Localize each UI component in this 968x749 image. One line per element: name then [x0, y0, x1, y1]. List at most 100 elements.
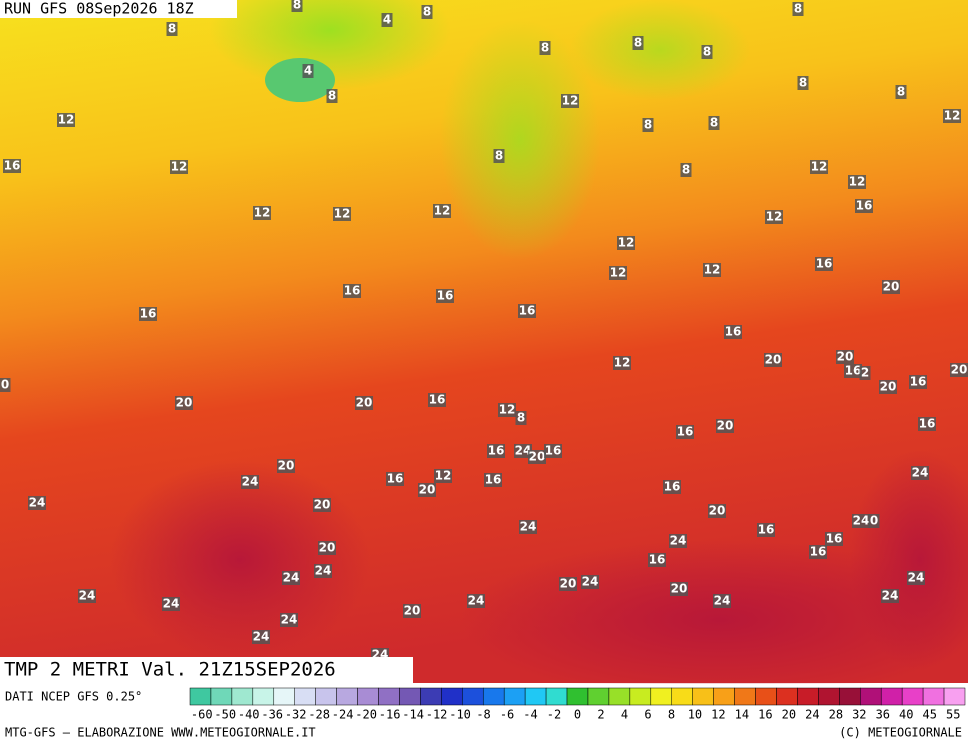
contour-label: 8 [328, 89, 336, 103]
contour-label: 24 [242, 475, 259, 489]
color-swatch [357, 687, 379, 706]
contour-label: 16 [810, 545, 827, 559]
label-box [764, 353, 782, 367]
color-swatch [818, 687, 840, 706]
contour-label: 20 [709, 504, 726, 518]
color-swatch [462, 687, 484, 706]
label-box [381, 13, 393, 27]
contour-label: 12 [610, 266, 627, 280]
contour-label: 4 [383, 13, 391, 27]
label-box [403, 604, 421, 618]
contour-label: 12 [434, 204, 451, 218]
color-swatch [713, 687, 735, 706]
label-box [852, 514, 870, 528]
legend-tick: -4 [523, 708, 537, 722]
label-box [792, 2, 804, 16]
legend-tick: -10 [449, 708, 471, 722]
contour-label: 12 [614, 356, 631, 370]
label-box [493, 149, 505, 163]
label-box [291, 0, 303, 12]
contour-label: 12 [704, 263, 721, 277]
color-swatch [901, 687, 924, 706]
iceland [265, 58, 335, 102]
contour-label: 24 [670, 534, 687, 548]
label-box [950, 363, 968, 377]
contour-label: 8 [682, 163, 690, 177]
contour-label: 20 [560, 577, 577, 591]
color-swatch [943, 687, 966, 706]
contour-label: 16 [677, 425, 694, 439]
color-swatch [922, 687, 945, 706]
label-box [670, 582, 688, 596]
contour-label: 12 [849, 175, 866, 189]
label-box [855, 199, 873, 213]
contour-label: 24 [163, 597, 180, 611]
label-box [809, 545, 827, 559]
contour-label: 24 [515, 444, 532, 458]
label-box [632, 36, 644, 50]
contour-label: 12 [766, 210, 783, 224]
contour-label: 8 [703, 45, 711, 59]
contour-label: 20 [883, 280, 900, 294]
label-box [544, 444, 562, 458]
map-title: TMP 2 METRI Val. 21Z15SEP2026 [4, 659, 336, 681]
contour-label: 24 [281, 613, 298, 627]
legend-tick: 40 [899, 708, 913, 722]
label-box [708, 116, 720, 130]
contour-label: 8 [495, 149, 503, 163]
label-box [909, 375, 927, 389]
color-swatch [692, 687, 714, 706]
color-swatch [399, 687, 421, 706]
color-swatch [252, 687, 275, 706]
contour-label: 16 [826, 532, 843, 546]
contour-label: 16 [856, 199, 873, 213]
contour-label: 12 [334, 207, 351, 221]
contour-label: 8 [897, 85, 905, 99]
label-box [166, 22, 178, 36]
contour-label: 8 [423, 5, 431, 19]
contour-label: 20 [419, 483, 436, 497]
legend-tick: -6 [500, 708, 514, 722]
color-swatch [671, 687, 693, 706]
label-box [539, 41, 551, 55]
label-box [175, 396, 193, 410]
contour-label: 16 [387, 472, 404, 486]
contour-label: 24 [882, 589, 899, 603]
label-box [484, 473, 502, 487]
contour-label: 12 [499, 403, 516, 417]
label-box [703, 263, 721, 277]
warm-area [110, 460, 370, 660]
contour-label: 24 [79, 589, 96, 603]
contour-label: 16 [919, 417, 936, 431]
label-box [519, 520, 537, 534]
contour-label: 12 [811, 160, 828, 174]
contour-label: 12 [562, 94, 579, 108]
contour-label: 0 [1, 378, 9, 392]
contour-label: 24 [283, 571, 300, 585]
contour-label: 12 [944, 109, 961, 123]
legend-tick: -28 [308, 708, 330, 722]
color-swatch [420, 687, 442, 706]
color-swatch [629, 687, 652, 706]
label-box [28, 496, 46, 510]
color-swatch [503, 687, 526, 706]
label-box [162, 597, 180, 611]
legend-tick: 28 [829, 708, 843, 722]
run-box [0, 0, 237, 18]
label-box [713, 594, 731, 608]
label-box [881, 589, 899, 603]
color-swatch [336, 687, 358, 706]
contour-label: 20 [765, 353, 782, 367]
label-box [561, 94, 579, 108]
label-box [0, 378, 11, 392]
label-box [343, 284, 361, 298]
legend-tick: 55 [946, 708, 960, 722]
contour-label: 20 [529, 450, 546, 464]
label-box [170, 160, 188, 174]
legend-tick: 4 [621, 708, 628, 722]
label-box [355, 396, 373, 410]
label-box [669, 534, 687, 548]
label-box [386, 472, 404, 486]
contour-label: 12 [435, 469, 452, 483]
contour-label: 16 [4, 159, 21, 173]
